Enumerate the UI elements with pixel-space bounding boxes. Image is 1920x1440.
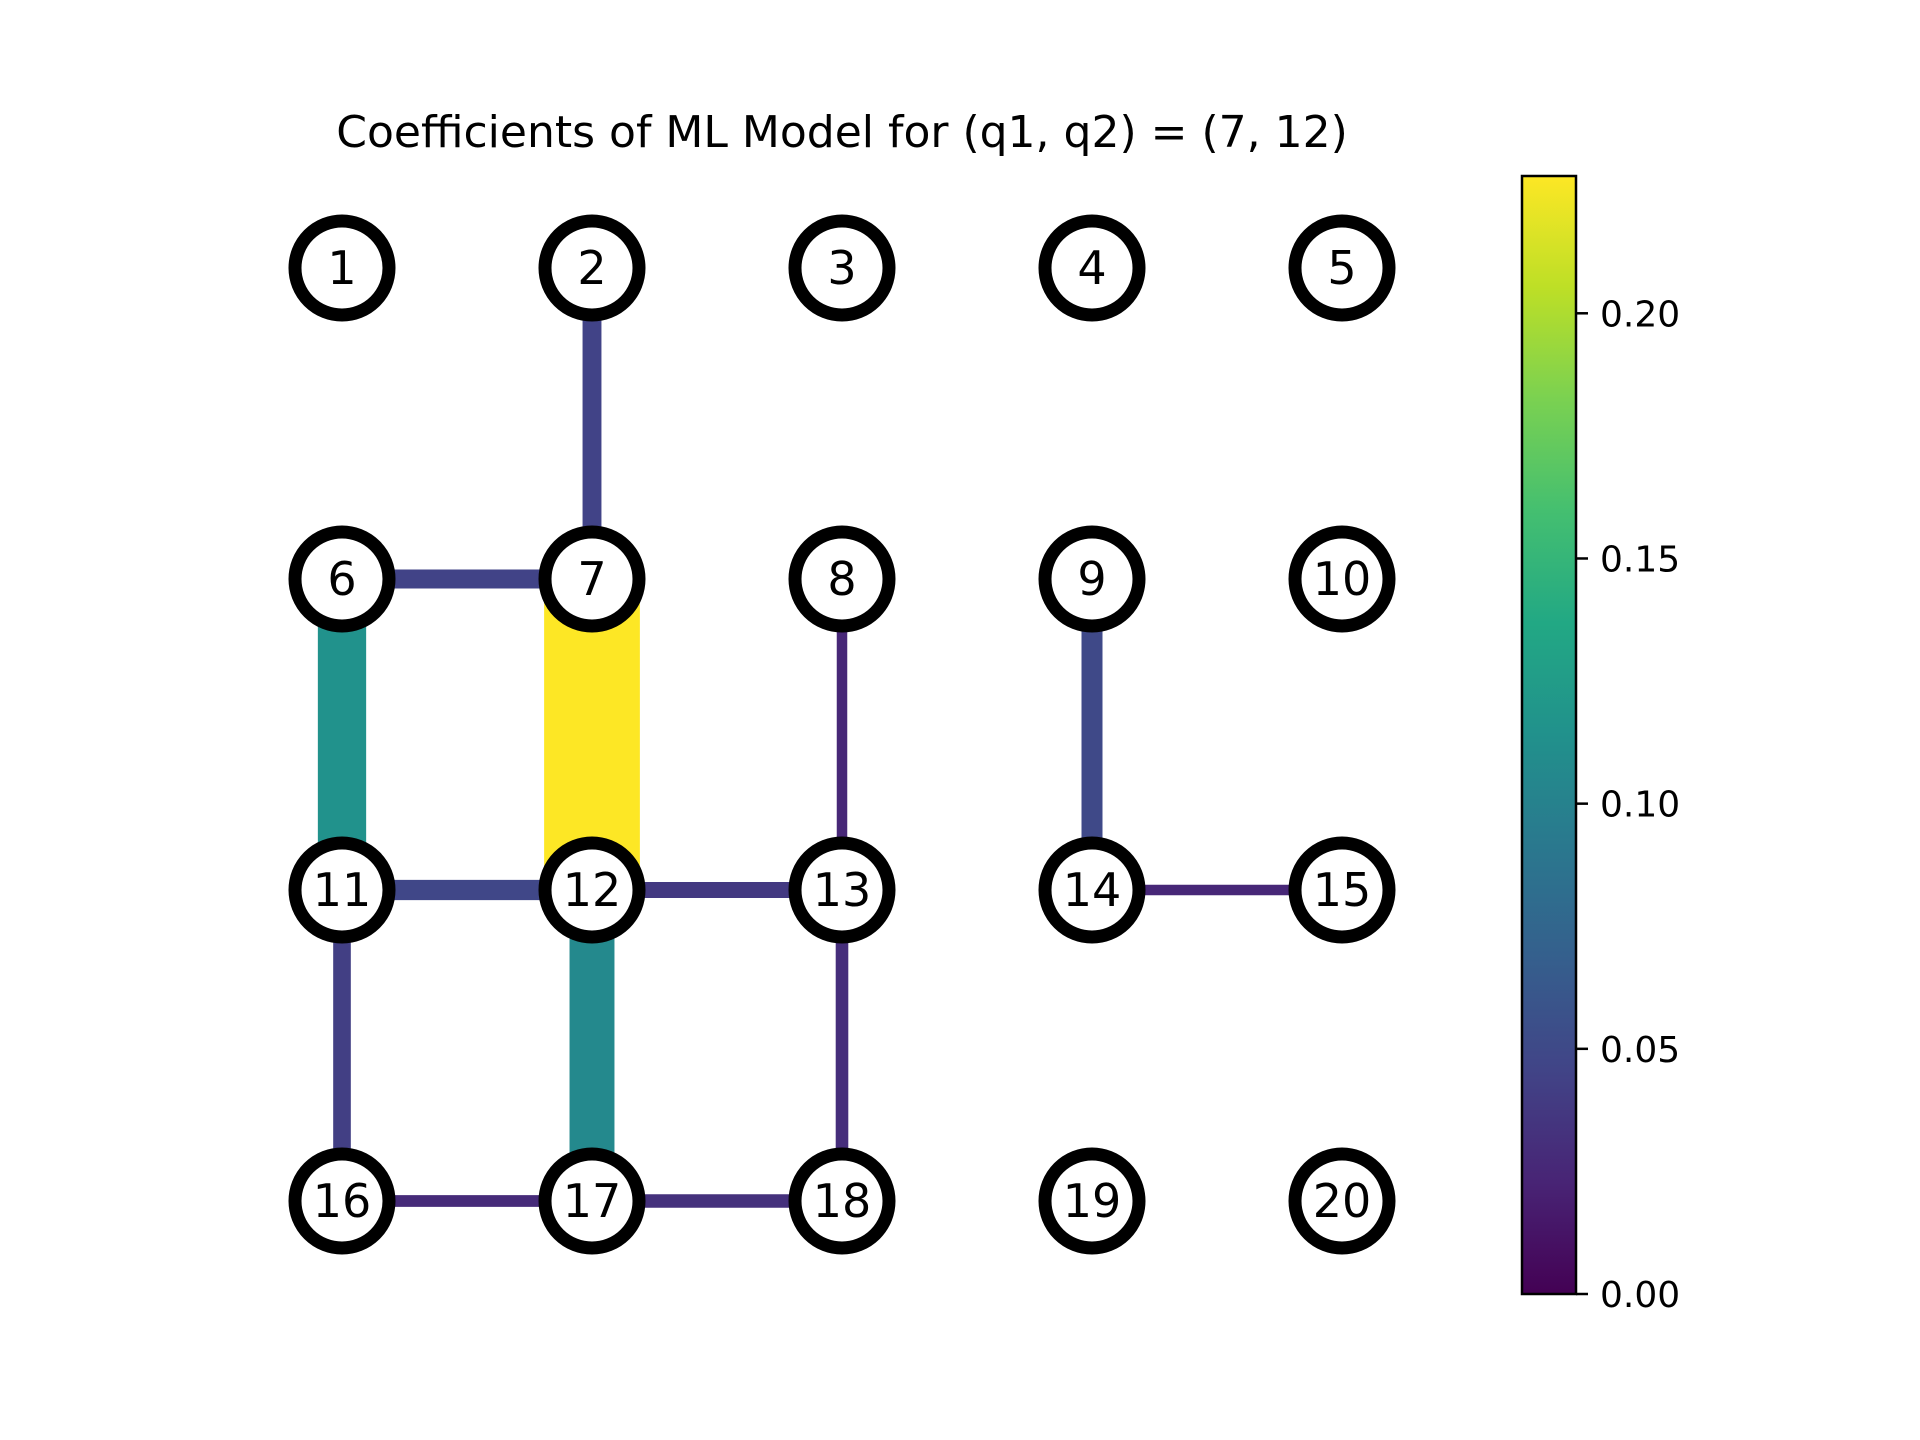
colorbar-tick-label: 0.00 bbox=[1600, 1275, 1680, 1316]
node-circle bbox=[288, 1147, 396, 1255]
node-18: 18 bbox=[788, 1147, 896, 1255]
node-circle bbox=[1288, 525, 1396, 633]
node-label: 2 bbox=[577, 241, 606, 295]
node-circle bbox=[1288, 836, 1396, 944]
node-circle bbox=[288, 214, 396, 322]
node-circle bbox=[1288, 1147, 1396, 1255]
node-circle bbox=[538, 525, 646, 633]
node-20: 20 bbox=[1288, 1147, 1396, 1255]
node-5: 5 bbox=[1288, 214, 1396, 322]
node-12: 12 bbox=[538, 836, 646, 944]
node-label: 8 bbox=[827, 552, 856, 606]
node-circle bbox=[1038, 214, 1146, 322]
node-circle bbox=[538, 836, 646, 944]
colorbar-tick-label: 0.20 bbox=[1600, 294, 1680, 335]
node-label: 10 bbox=[1313, 552, 1372, 606]
node-label: 15 bbox=[1313, 863, 1372, 917]
node-6: 6 bbox=[288, 525, 396, 633]
node-15: 15 bbox=[1288, 836, 1396, 944]
node-9: 9 bbox=[1038, 525, 1146, 633]
chart-title: Coefficients of ML Model for (q1, q2) = … bbox=[336, 107, 1348, 158]
node-8: 8 bbox=[788, 525, 896, 633]
node-circle bbox=[788, 1147, 896, 1255]
node-1: 1 bbox=[288, 214, 396, 322]
node-4: 4 bbox=[1038, 214, 1146, 322]
colorbar-gradient bbox=[1522, 176, 1576, 1294]
node-circle bbox=[788, 525, 896, 633]
node-circle bbox=[1038, 1147, 1146, 1255]
node-2: 2 bbox=[538, 214, 646, 322]
node-label: 4 bbox=[1077, 241, 1106, 295]
node-label: 17 bbox=[563, 1174, 622, 1228]
node-19: 19 bbox=[1038, 1147, 1146, 1255]
node-label: 5 bbox=[1327, 241, 1356, 295]
colorbar-frame bbox=[1520, 174, 1578, 1296]
node-label: 13 bbox=[813, 863, 872, 917]
node-circle bbox=[538, 1147, 646, 1255]
node-label: 14 bbox=[1063, 863, 1122, 917]
node-3: 3 bbox=[788, 214, 896, 322]
node-11: 11 bbox=[288, 836, 396, 944]
node-circle bbox=[788, 836, 896, 944]
node-label: 19 bbox=[1063, 1174, 1122, 1228]
node-10: 10 bbox=[1288, 525, 1396, 633]
node-circle bbox=[288, 525, 396, 633]
node-label: 3 bbox=[827, 241, 856, 295]
node-label: 12 bbox=[563, 863, 622, 917]
node-label: 1 bbox=[327, 241, 356, 295]
node-label: 7 bbox=[577, 552, 606, 606]
node-circle bbox=[1288, 214, 1396, 322]
node-circle bbox=[788, 214, 896, 322]
node-label: 11 bbox=[313, 863, 372, 917]
node-circle bbox=[1038, 836, 1146, 944]
node-circle bbox=[538, 214, 646, 322]
node-label: 20 bbox=[1313, 1174, 1372, 1228]
node-circle bbox=[288, 836, 396, 944]
node-13: 13 bbox=[788, 836, 896, 944]
node-circle bbox=[1038, 525, 1146, 633]
node-17: 17 bbox=[538, 1147, 646, 1255]
node-16: 16 bbox=[288, 1147, 396, 1255]
colorbar: 0.00 0.05 0.10 0.15 0.20 bbox=[1520, 174, 1680, 1316]
colorbar-tick-label: 0.05 bbox=[1600, 1030, 1680, 1071]
edges-layer bbox=[317, 268, 1342, 1208]
colorbar-tick-label: 0.15 bbox=[1600, 539, 1680, 580]
node-label: 16 bbox=[313, 1174, 372, 1228]
node-label: 6 bbox=[327, 552, 356, 606]
node-label: 9 bbox=[1077, 552, 1106, 606]
node-label: 18 bbox=[813, 1174, 872, 1228]
node-14: 14 bbox=[1038, 836, 1146, 944]
colorbar-tick-label: 0.10 bbox=[1600, 785, 1680, 826]
colorbar-ticks: 0.00 0.05 0.10 0.15 0.20 bbox=[1576, 294, 1680, 1316]
node-7: 7 bbox=[538, 525, 646, 633]
